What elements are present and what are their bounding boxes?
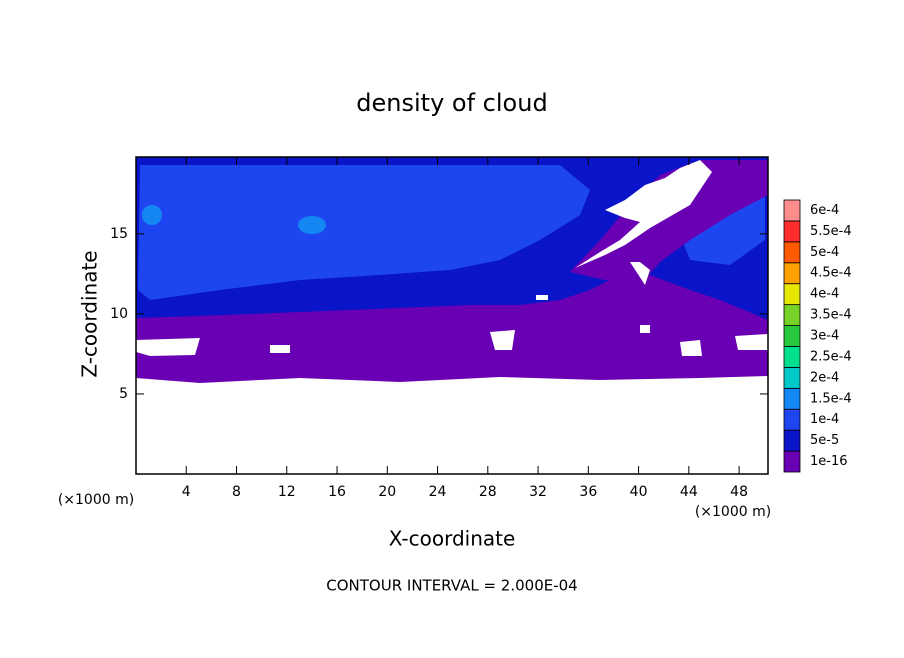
colorbar-swatch <box>783 325 801 347</box>
colorbar-swatch <box>783 429 801 452</box>
colorbar-swatch <box>783 220 801 243</box>
x-tick-label: 24 <box>429 484 447 500</box>
contour-field <box>136 157 768 383</box>
colorbar-label: 3e-4 <box>810 329 839 344</box>
plot-frame <box>135 156 769 475</box>
colorbar-swatch <box>783 408 801 431</box>
colorbar-swatch <box>783 450 801 473</box>
colorbar-label: 1e-4 <box>810 412 839 427</box>
x-unit-label: (×1000 m) <box>695 504 771 520</box>
colorbar-label: 4e-4 <box>810 287 839 302</box>
x-tick-label: 36 <box>579 484 597 500</box>
colorbar-swatch <box>783 346 801 368</box>
colorbar-label: 5e-4 <box>810 245 839 260</box>
colorbar-label: 4.5e-4 <box>810 266 852 281</box>
x-tick-label: 16 <box>328 484 346 500</box>
y-tick-label: 15 <box>110 226 128 242</box>
x-tick-label: 28 <box>479 484 497 500</box>
colorbar-swatch <box>783 304 801 326</box>
colorbar-label: 1.5e-4 <box>810 391 852 406</box>
colorbar-label: 2.5e-4 <box>810 349 852 364</box>
contour-region <box>138 165 590 300</box>
x-axis-title: X-coordinate <box>389 527 516 551</box>
x-tick-label: 12 <box>278 484 296 500</box>
chart-title: density of cloud <box>356 89 547 117</box>
no-data-region <box>575 160 712 285</box>
x-tick-label: 40 <box>630 484 648 500</box>
x-tick-label: 32 <box>529 484 547 500</box>
contour-region <box>570 160 768 285</box>
y-tick-label: 5 <box>119 386 128 402</box>
x-tick-label: 44 <box>680 484 698 500</box>
x-tick-label: 20 <box>378 484 396 500</box>
colorbar-swatch <box>783 262 801 285</box>
colorbar-swatch <box>783 387 801 410</box>
x-tick-label: 48 <box>730 484 748 500</box>
colorbar-swatch <box>783 283 801 306</box>
colorbar-swatch <box>783 241 801 264</box>
x-tick-label: 4 <box>182 484 191 500</box>
y-axis-title: Z-coordinate <box>78 250 102 377</box>
colorbar-label: 2e-4 <box>810 370 839 385</box>
colorbar-label: 1e-16 <box>810 454 848 469</box>
x-tick-label: 8 <box>232 484 241 500</box>
y-unit-label: (×1000 m) <box>58 492 134 508</box>
no-data-region <box>136 295 768 356</box>
footer-note: CONTOUR INTERVAL = 2.000E-04 <box>326 577 577 595</box>
colorbar-label: 3.5e-4 <box>810 308 852 323</box>
colorbar-label: 6e-4 <box>810 203 839 218</box>
colorbar-label: 5e-5 <box>810 433 839 448</box>
colorbar-swatch <box>783 199 801 222</box>
contour-region <box>142 205 326 234</box>
colorbar-label: 5.5e-4 <box>810 224 852 239</box>
y-tick-label: 10 <box>110 306 128 322</box>
colorbar-swatch <box>783 366 801 389</box>
